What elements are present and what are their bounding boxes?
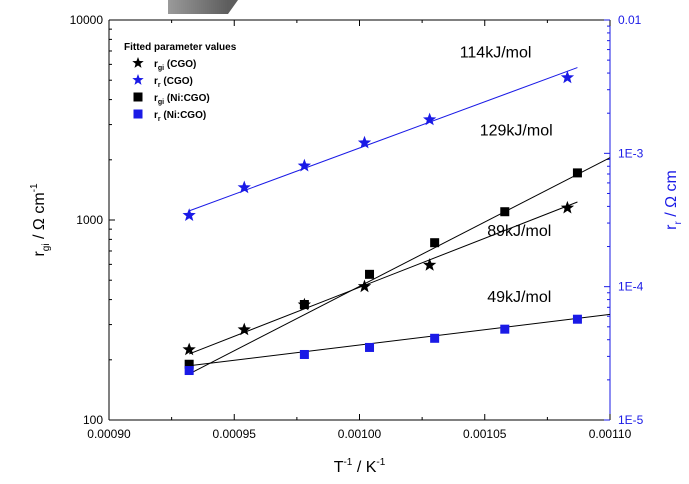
fit-line-series-0: [188, 201, 578, 355]
legend-entry-label-part: r: [154, 110, 158, 121]
y-left-axis-label: rgi / Ω cm-1: [29, 183, 52, 257]
legend-marker-star: [132, 57, 144, 68]
y-left-axis-label-part: -1: [29, 183, 40, 192]
activation-energy-annotation: 49kJ/mol: [487, 289, 551, 306]
y-left-tick-label: 100: [83, 413, 103, 427]
x-tick-label: 0.00110: [589, 427, 632, 441]
legend-entry-label: rgi (Ni:CGO): [154, 93, 210, 106]
legend-entry-label-part: r: [158, 82, 161, 89]
activation-energy-annotation: 89kJ/mol: [487, 223, 551, 240]
data-point-square-series-2: [430, 238, 440, 248]
decorative-arrow-shape: [168, 0, 238, 14]
y-left-axis-label-part: / Ω cm: [31, 192, 48, 243]
data-point-square-series-3: [184, 366, 194, 376]
data-point-star-series-0: [423, 258, 437, 271]
legend-entry-label-part: (CGO): [161, 76, 193, 87]
x-tick-label: 0.00105: [463, 427, 507, 441]
y-right-axis-label: rr / Ω cm: [663, 170, 684, 230]
x-tick-label: 0.00095: [213, 427, 257, 441]
data-point-square-series-3: [500, 324, 510, 334]
data-point-square-series-2: [184, 359, 194, 369]
legend-title: Fitted parameter values: [124, 42, 237, 53]
y-left-axis-label-part: gi: [41, 243, 52, 251]
data-point-square-series-2: [500, 207, 510, 217]
y-right-axis-label-part: / Ω cm: [663, 170, 680, 221]
data-point-star-series-1: [357, 135, 372, 149]
data-point-star-series-1: [423, 112, 437, 126]
y-right-tick-label: 1E-3: [618, 146, 644, 160]
data-point-square-series-2: [299, 300, 309, 310]
data-point-square-series-2: [365, 269, 375, 279]
data-point-star-series-1: [182, 208, 196, 221]
data-point-star-series-0: [182, 342, 196, 356]
y-right-tick-label: 1E-5: [618, 413, 644, 427]
y-right-axis-label-part: r: [663, 224, 680, 230]
data-point-star-series-0: [237, 322, 251, 336]
data-point-square-series-3: [365, 342, 375, 352]
data-point-star-series-1: [297, 158, 311, 172]
legend-entry-label-part: gi: [158, 99, 164, 106]
data-point-star-series-1: [237, 180, 251, 194]
x-tick-label: 0.00090: [87, 427, 131, 441]
fit-line-series-1: [188, 67, 578, 212]
x-axis-label-part: / K: [352, 459, 376, 476]
y-right-axis-label-part: r: [673, 221, 684, 225]
legend-entry-label-part: (CGO): [164, 59, 196, 70]
x-axis-label-part: T: [334, 459, 344, 476]
legend-marker-square: [133, 109, 143, 119]
legend-entry-label-part: (Ni:CGO): [161, 110, 207, 121]
x-axis-label-part: -1: [343, 457, 352, 468]
legend-entry-label: rr (Ni:CGO): [154, 110, 206, 123]
y-left-axis-label-part: r: [31, 251, 48, 257]
data-point-square-series-3: [299, 349, 309, 359]
legend-entry-label-part: r: [154, 76, 158, 87]
legend-marker-star: [132, 74, 144, 85]
legend-entry-label: rgi (CGO): [154, 59, 196, 72]
legend-entry-label-part: (Ni:CGO): [164, 93, 210, 104]
legend-marker-square: [133, 92, 143, 102]
legend-entry-label: rr (CGO): [154, 76, 193, 89]
data-point-square-series-3: [572, 314, 582, 324]
data-point-star-series-0: [357, 279, 372, 293]
x-axis-label-part: -1: [376, 457, 385, 468]
legend-entry-label-part: r: [158, 116, 161, 123]
activation-energy-annotation: 114kJ/mol: [460, 44, 532, 61]
y-right-tick-label: 0.01: [618, 13, 642, 27]
fit-line-series-3: [189, 313, 611, 367]
x-tick-label: 0.00100: [338, 427, 382, 441]
y-left-tick-label: 1000: [76, 213, 103, 227]
data-point-square-series-3: [430, 333, 440, 343]
x-axis-label: T-1 / K-1: [334, 457, 386, 476]
legend-entry-label-part: r: [154, 93, 158, 104]
activation-energy-annotation: 129kJ/mol: [480, 122, 553, 139]
legend-entry-label-part: r: [154, 59, 158, 70]
y-left-tick-label: 10000: [70, 13, 104, 27]
data-point-star-series-0: [560, 200, 575, 214]
fit-line-series-2: [188, 157, 611, 375]
data-point-square-series-2: [572, 168, 582, 178]
data-point-star-series-1: [560, 70, 575, 84]
y-right-tick-label: 1E-4: [618, 280, 644, 294]
legend-entry-label-part: gi: [158, 65, 164, 72]
